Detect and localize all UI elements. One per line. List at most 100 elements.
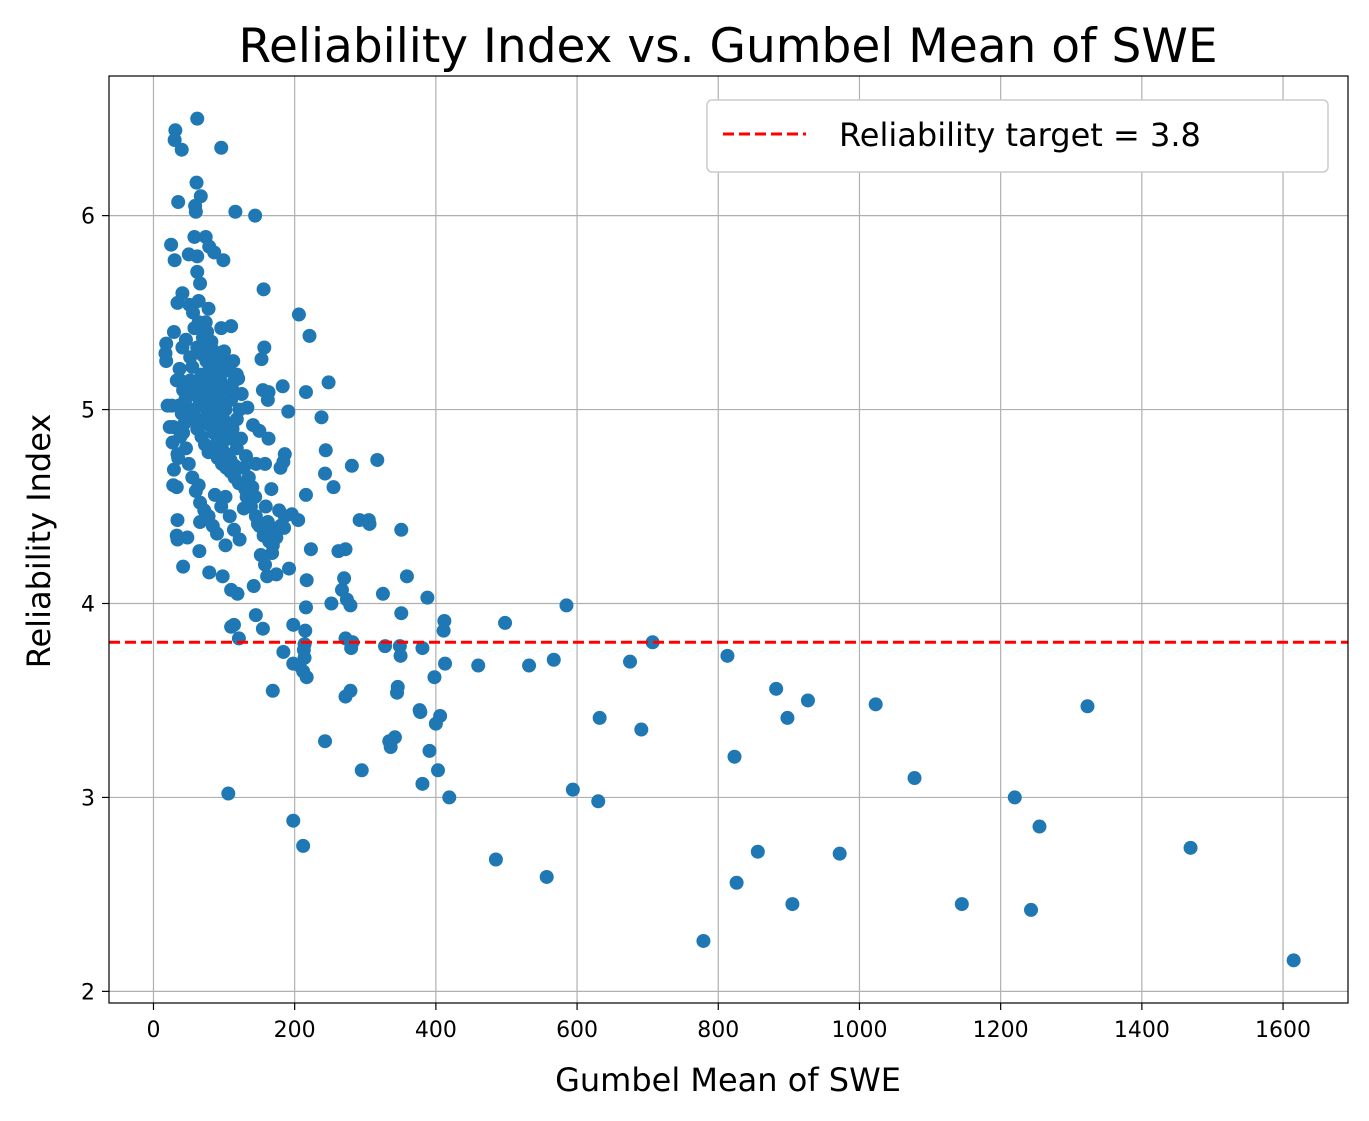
data-point: [258, 499, 273, 514]
data-point: [343, 598, 358, 613]
ticks: 0 200 400 600 800 1000 1200 1400 1600 2 3 4 5 6: [81, 205, 1311, 1043]
data-point: [216, 253, 231, 268]
data-point: [769, 681, 784, 696]
data-point: [393, 648, 408, 663]
chart-title: Reliability Index vs. Gumbel Mean of SWE: [238, 19, 1217, 74]
x-tick-label: 200: [274, 1018, 316, 1043]
x-tick-label: 1200: [973, 1018, 1029, 1043]
data-point: [868, 697, 883, 712]
data-point: [318, 734, 333, 749]
data-point: [282, 561, 297, 576]
data-point: [438, 656, 453, 671]
data-point: [204, 334, 219, 349]
data-point: [221, 786, 236, 801]
data-point: [696, 933, 711, 948]
data-point: [234, 387, 249, 402]
data-point: [180, 530, 195, 545]
data-point: [277, 509, 292, 524]
data-point: [255, 621, 270, 636]
data-point: [188, 484, 203, 499]
data-point: [171, 195, 186, 210]
data-point: [230, 586, 245, 601]
plot-frame: [108, 75, 1349, 1004]
data-point: [780, 710, 795, 725]
data-point: [383, 740, 398, 755]
data-point: [201, 301, 216, 316]
data-point: [522, 658, 537, 673]
data-point: [318, 466, 333, 481]
data-point: [164, 237, 179, 252]
data-point: [222, 509, 237, 524]
y-tick-label: 2: [81, 980, 95, 1005]
data-point: [1032, 819, 1047, 834]
data-point: [185, 470, 200, 485]
data-point: [338, 542, 353, 557]
data-point: [173, 429, 188, 444]
data-point: [185, 359, 200, 374]
data-point: [210, 526, 225, 541]
x-tick-label: 400: [415, 1018, 457, 1043]
data-point: [299, 670, 314, 685]
data-point: [394, 522, 409, 537]
data-point: [265, 683, 280, 698]
data-point: [212, 356, 227, 371]
y-axis-label: Reliability Index: [20, 414, 58, 669]
data-points: [158, 111, 1301, 968]
data-point: [229, 367, 244, 382]
data-point: [260, 569, 275, 584]
data-point: [488, 852, 503, 867]
data-point: [303, 542, 318, 557]
data-point: [1024, 902, 1039, 917]
data-point: [214, 140, 229, 155]
data-point: [188, 204, 203, 219]
data-point: [273, 460, 288, 475]
data-point: [298, 487, 313, 502]
data-point: [394, 606, 409, 621]
data-point: [169, 480, 184, 495]
data-point: [370, 452, 385, 467]
data-point: [175, 340, 190, 355]
data-point: [344, 458, 359, 473]
data-point: [785, 897, 800, 912]
y-tick-label: 6: [81, 205, 95, 230]
data-point: [248, 608, 263, 623]
y-tick-label: 3: [81, 786, 95, 811]
data-point: [218, 489, 233, 504]
data-point: [258, 557, 273, 572]
data-point: [623, 654, 638, 669]
data-point: [298, 385, 313, 400]
data-point: [217, 344, 232, 359]
data-point: [226, 522, 241, 537]
data-point: [1080, 699, 1095, 714]
data-point: [207, 487, 222, 502]
data-point: [591, 794, 606, 809]
grid: [109, 76, 1348, 1003]
data-point: [498, 615, 513, 630]
data-point: [634, 722, 649, 737]
data-point: [436, 623, 451, 638]
data-point: [832, 846, 847, 861]
data-point: [546, 652, 561, 667]
data-point: [344, 641, 359, 656]
data-point: [264, 482, 279, 497]
data-point: [262, 534, 277, 549]
data-point: [321, 375, 336, 390]
data-point: [645, 635, 660, 650]
data-point: [413, 705, 428, 720]
data-point: [177, 416, 192, 431]
data-point: [202, 565, 217, 580]
data-point: [415, 776, 430, 791]
data-point: [324, 596, 339, 611]
data-point: [420, 590, 435, 605]
data-point: [354, 763, 369, 778]
data-point: [167, 253, 182, 268]
data-point: [238, 449, 253, 464]
data-point: [190, 111, 205, 126]
data-point: [190, 264, 205, 279]
data-point: [286, 813, 301, 828]
data-point: [234, 431, 249, 446]
data-point: [187, 321, 202, 336]
data-point: [190, 249, 205, 264]
legend-box: [706, 99, 1329, 173]
